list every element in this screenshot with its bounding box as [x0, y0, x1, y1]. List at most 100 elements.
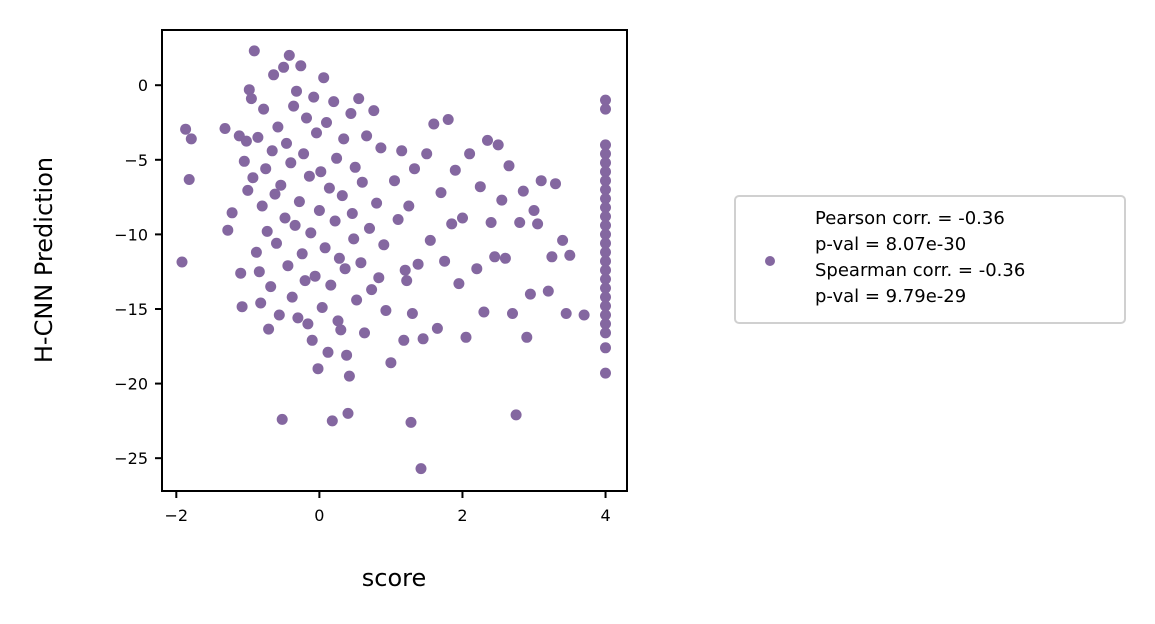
- data-point: [325, 279, 337, 291]
- data-point: [600, 246, 611, 258]
- legend-line-pearson-pval: p-val = 8.07e-30: [815, 234, 966, 255]
- data-point: [248, 45, 260, 57]
- data-point: [240, 135, 252, 147]
- legend-box: [734, 195, 1126, 324]
- data-point: [299, 275, 311, 287]
- data-point: [507, 308, 518, 319]
- data-point: [311, 127, 322, 139]
- data-point: [261, 225, 273, 237]
- data-point: [600, 327, 611, 339]
- data-point: [431, 322, 443, 334]
- data-point: [289, 219, 301, 231]
- data-point: [600, 148, 611, 160]
- data-point: [600, 103, 611, 115]
- data-point: [349, 161, 361, 173]
- data-point: [286, 291, 298, 303]
- data-point: [449, 164, 461, 176]
- y-tick-label: −15: [114, 300, 148, 319]
- data-point: [260, 163, 272, 175]
- x-tick-label: 4: [600, 506, 610, 525]
- data-point: [293, 196, 305, 208]
- y-tick-label: −20: [114, 375, 148, 394]
- data-point: [361, 130, 373, 142]
- data-point: [600, 228, 611, 240]
- data-point: [272, 121, 284, 133]
- data-point: [258, 103, 270, 115]
- data-point: [323, 182, 335, 194]
- y-tick-label: 0: [138, 76, 148, 95]
- data-point: [301, 112, 312, 124]
- data-point: [351, 294, 363, 306]
- data-point: [417, 333, 429, 345]
- data-point: [517, 185, 529, 197]
- data-point: [600, 255, 611, 267]
- data-point: [406, 308, 418, 319]
- data-point: [380, 305, 392, 316]
- plot-frame: [161, 29, 628, 492]
- data-point: [278, 61, 290, 73]
- data-point: [341, 349, 353, 361]
- data-point: [471, 263, 483, 275]
- data-point: [560, 308, 572, 319]
- data-point: [338, 133, 350, 145]
- data-point: [460, 331, 472, 343]
- data-point: [453, 278, 465, 290]
- data-point: [600, 193, 611, 205]
- data-point: [550, 178, 561, 190]
- data-point: [235, 267, 247, 279]
- data-point: [359, 327, 370, 339]
- data-point: [439, 255, 451, 267]
- data-point: [478, 306, 490, 318]
- data-point: [489, 251, 501, 263]
- data-point: [464, 148, 476, 160]
- y-tick-label: −10: [114, 225, 148, 244]
- data-point: [435, 187, 447, 199]
- data-point: [250, 246, 262, 258]
- data-point: [474, 181, 486, 193]
- data-point: [281, 137, 292, 149]
- data-point: [600, 318, 611, 330]
- data-point: [412, 258, 424, 270]
- data-point: [236, 301, 248, 313]
- data-point: [312, 363, 324, 375]
- data-point: [442, 114, 454, 125]
- data-point: [600, 184, 611, 196]
- data-point: [316, 302, 328, 313]
- data-point: [345, 108, 357, 119]
- data-point: [247, 172, 259, 184]
- data-point: [331, 152, 343, 164]
- data-point: [252, 131, 264, 143]
- data-point: [256, 200, 268, 212]
- data-point: [265, 281, 277, 293]
- data-point: [546, 251, 558, 263]
- data-point: [405, 416, 417, 428]
- data-point: [291, 85, 302, 97]
- data-point: [528, 205, 540, 216]
- data-point: [600, 300, 611, 312]
- data-point: [346, 208, 358, 219]
- data-point: [322, 346, 334, 358]
- data-point: [180, 123, 192, 135]
- data-point: [600, 291, 611, 303]
- data-point: [600, 202, 611, 213]
- data-point: [279, 212, 291, 224]
- data-point: [303, 170, 315, 182]
- data-point: [457, 212, 468, 224]
- data-point: [600, 309, 611, 321]
- data-point: [339, 263, 351, 275]
- data-point: [335, 324, 347, 336]
- x-tick-label: 2: [457, 506, 467, 525]
- data-point: [348, 233, 360, 245]
- data-point: [245, 93, 257, 105]
- data-point: [226, 207, 238, 219]
- data-point: [375, 142, 387, 154]
- data-point: [268, 69, 280, 81]
- data-point: [298, 148, 310, 160]
- data-point: [353, 93, 365, 105]
- data-point: [285, 157, 297, 169]
- data-point: [332, 315, 344, 327]
- data-point: [255, 297, 267, 309]
- data-point: [243, 84, 255, 96]
- data-point: [366, 284, 378, 296]
- y-tick-label: −25: [114, 449, 148, 468]
